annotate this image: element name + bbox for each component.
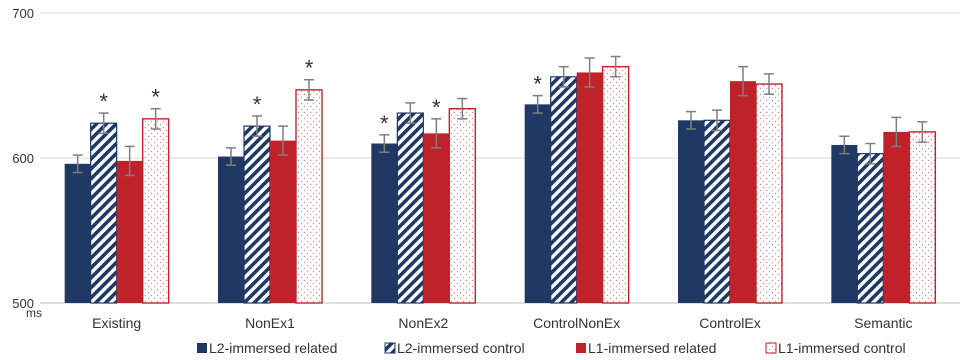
x-tick-label: Existing — [92, 315, 141, 331]
significance-markers: * * * * * * * — [99, 56, 542, 136]
bar — [856, 153, 884, 304]
error-bars — [72, 55, 928, 177]
legend-label: L1-immersed control — [778, 340, 906, 356]
bar — [524, 104, 551, 303]
bar — [703, 119, 731, 304]
y-unit-label: ms — [26, 306, 42, 320]
x-tick-label: ControlNonEx — [533, 315, 620, 331]
legend-swatch — [384, 342, 396, 354]
bar — [448, 107, 477, 304]
bar — [396, 112, 424, 304]
significance-asterisk: * — [253, 92, 262, 117]
x-tick-label: ControlEx — [699, 315, 760, 331]
legend-label: L1-immersed related — [588, 340, 716, 356]
bar — [576, 72, 603, 303]
bar — [243, 125, 271, 304]
bar — [730, 81, 756, 304]
significance-asterisk: * — [99, 89, 108, 114]
bar — [755, 83, 783, 304]
y-axis: 500 600 700 ms — [12, 6, 42, 320]
bar — [831, 144, 858, 303]
bars — [64, 65, 937, 304]
legend-swatch — [197, 343, 207, 353]
bar — [116, 160, 143, 303]
bar — [371, 143, 398, 303]
significance-asterisk: * — [380, 111, 389, 136]
legend: L2-immersed related L2-immersed control L1… — [197, 340, 906, 356]
bar — [218, 156, 244, 303]
significance-asterisk: * — [305, 56, 314, 81]
legend-label: L2-immersed related — [209, 340, 337, 356]
gridlines — [40, 12, 960, 304]
bar — [678, 120, 704, 303]
x-tick-label: NonEx2 — [398, 315, 448, 331]
significance-asterisk: * — [432, 95, 441, 120]
bar — [295, 89, 323, 304]
x-tick-label: Semantic — [854, 315, 912, 331]
significance-asterisk: * — [151, 85, 160, 110]
significance-asterisk: * — [533, 72, 542, 97]
bar — [908, 131, 937, 304]
y-tick-label: 700 — [12, 6, 34, 21]
y-tick-label: 500 — [12, 296, 34, 311]
x-tick-label: NonEx1 — [245, 315, 295, 331]
bar — [270, 140, 296, 303]
bar — [141, 118, 170, 304]
bar — [883, 131, 910, 303]
bar — [64, 163, 91, 303]
bar — [601, 65, 630, 304]
x-axis-labels: Existing NonEx1 NonEx2 ControlNonEx ControlE… — [92, 315, 912, 331]
bar — [423, 133, 450, 303]
bar — [90, 122, 118, 304]
legend-label: L2-immersed control — [397, 340, 525, 356]
legend-swatch — [765, 342, 777, 354]
y-tick-label: 600 — [12, 151, 34, 166]
bar — [550, 76, 578, 304]
legend-swatch — [576, 343, 586, 353]
